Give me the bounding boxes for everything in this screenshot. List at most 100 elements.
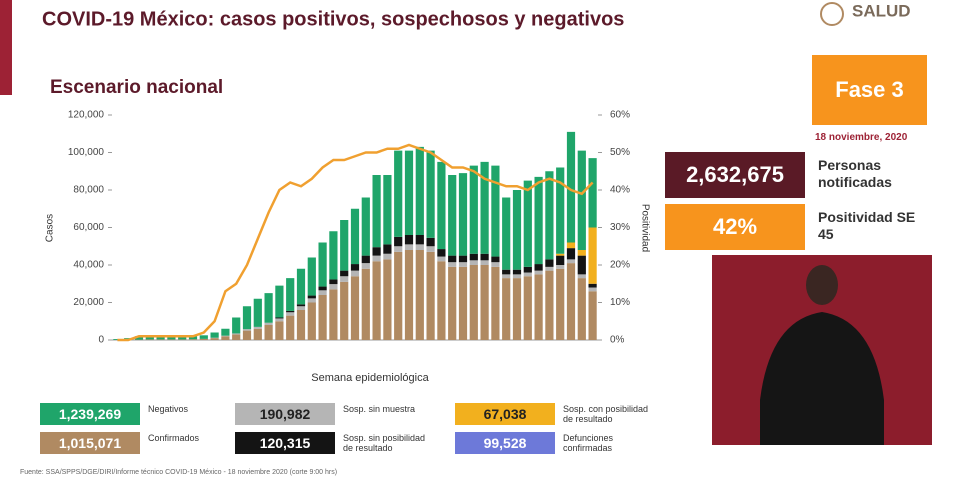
bar-segment [502, 274, 511, 279]
stat-value: 42% [665, 204, 805, 250]
bar-segment [404, 150, 414, 235]
bar-segment [329, 289, 338, 340]
title: COVID-19 México: casos positivos, sospec… [42, 8, 624, 30]
bar-segment [307, 298, 316, 303]
bar-segment [340, 220, 349, 271]
bar-segment [340, 270, 349, 277]
bar-segment [458, 266, 468, 340]
bar-segment [329, 279, 338, 285]
bar-segment [394, 246, 403, 252]
bar-segment [361, 268, 370, 340]
bar-segment [480, 253, 489, 261]
bar-segment [556, 268, 565, 340]
bar-segment [491, 266, 500, 340]
bar-segment [372, 247, 381, 256]
y-tick-label: 80,000 [73, 185, 104, 196]
bar-segment [437, 261, 446, 340]
bar-segment [275, 321, 284, 340]
bar-segment [577, 150, 586, 250]
bar-segment [221, 328, 230, 336]
y2-tick-label: 20% [610, 260, 630, 271]
bar-segment [210, 332, 219, 338]
bar-segment [523, 266, 532, 273]
bar-segment [221, 336, 230, 340]
bar-segment [232, 334, 241, 340]
bar-segment [286, 310, 295, 313]
bar-segment [588, 158, 597, 228]
legend-total: 190,982 [235, 403, 335, 425]
bar-segment [253, 298, 262, 327]
legend-total: 67,038 [455, 403, 555, 425]
bar-segment [437, 161, 446, 250]
bar-segment [426, 251, 435, 340]
legend-total: 1,015,071 [40, 432, 140, 454]
bar-segment [415, 250, 424, 340]
bar-segment [296, 310, 306, 340]
bar-segment [372, 175, 381, 248]
bar-segment [253, 328, 262, 340]
bar-segment [372, 261, 381, 340]
bar-segment [264, 293, 273, 323]
bar-segment [275, 317, 284, 319]
bar-segment [469, 265, 478, 340]
bar-segment [512, 269, 522, 275]
bar-segment [588, 287, 597, 292]
y2-tick-label: 30% [610, 222, 630, 233]
bar-segment [577, 274, 586, 279]
bar-segment [361, 263, 370, 269]
legend-deaths-total: 99,528 [455, 432, 555, 454]
bar-segment [491, 165, 500, 257]
y-tick-label: 20,000 [73, 297, 104, 308]
bar-segment [307, 295, 316, 299]
bar-segment [437, 249, 446, 257]
bar-segment [415, 244, 424, 250]
stat-value: 2,632,675 [665, 152, 805, 198]
bar-segment [480, 260, 489, 265]
bar-segment [275, 318, 284, 322]
bar-segment [156, 336, 165, 340]
bar-segment [566, 263, 576, 340]
bar-segment [512, 274, 522, 279]
bar-segment [253, 326, 262, 329]
bar-segment [394, 236, 403, 247]
bar-segment [178, 339, 187, 340]
bar-segment [296, 268, 306, 305]
bar-segment [264, 325, 273, 340]
y2-tick-label: 10% [610, 297, 630, 308]
bar-segment [534, 274, 543, 340]
bar-segment [242, 329, 252, 331]
bar-segment [415, 235, 424, 245]
bar-segment [232, 317, 241, 334]
bar-segment [588, 291, 597, 340]
legend-name: Negativos [148, 404, 189, 414]
bar-segment [491, 262, 500, 267]
bar-segment [523, 180, 532, 267]
bar-segment [199, 338, 208, 340]
bar-segment [588, 227, 597, 284]
bar-segment [199, 335, 208, 339]
bar-segment [296, 306, 306, 310]
bar-segment [350, 264, 360, 271]
bar-segment [566, 248, 576, 260]
bar-segment [383, 244, 392, 254]
bar-segment [491, 256, 500, 263]
bar-segment [394, 150, 403, 237]
bar-segment [275, 285, 284, 318]
legend-name: Confirmados [148, 433, 200, 443]
bar-segment [426, 246, 435, 252]
bar-segment [523, 276, 532, 340]
bar-segment [156, 339, 165, 340]
bar-segment [426, 150, 435, 238]
bar-segment [469, 253, 478, 261]
y-tick-label: 0 [98, 335, 104, 346]
bar-segment [458, 255, 468, 263]
bar-segment [437, 256, 446, 262]
bar-segment [588, 283, 597, 288]
bar-segment [404, 244, 414, 250]
legend-deaths-name: Defunciones confirmadas [563, 433, 614, 453]
bar-segment [448, 175, 457, 256]
bar-segment [329, 284, 338, 290]
bar-segment [372, 255, 381, 262]
bar-segment [286, 312, 295, 316]
